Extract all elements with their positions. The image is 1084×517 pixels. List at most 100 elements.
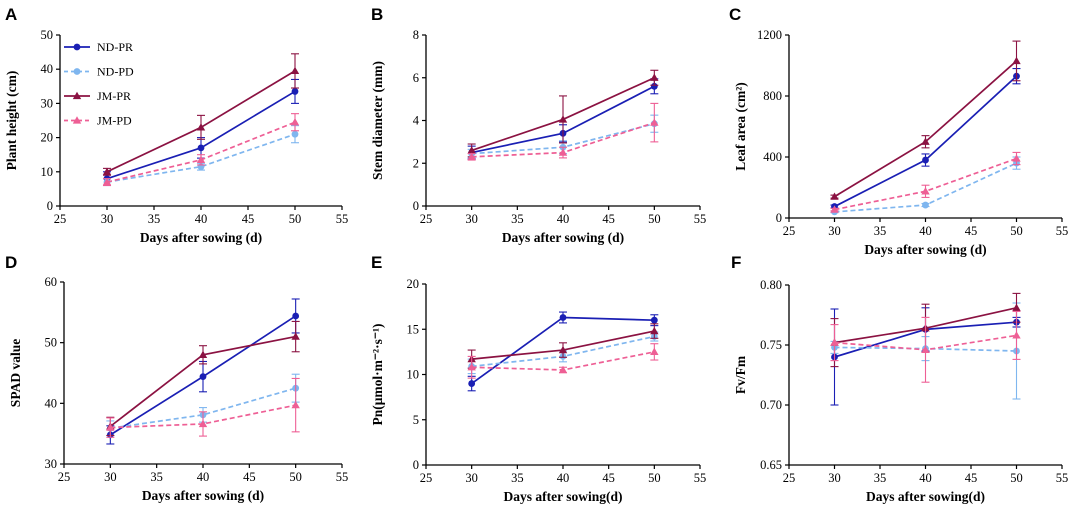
x-tick-label: 55 — [1056, 224, 1069, 238]
data-point — [102, 177, 112, 186]
x-tick-label: 50 — [289, 470, 302, 484]
x-tick-label: 35 — [511, 471, 524, 485]
data-point — [291, 332, 300, 340]
data-point — [922, 156, 929, 164]
y-tick-label: 0.75 — [760, 338, 782, 352]
legend-label: ND-PD — [97, 65, 134, 79]
series-line — [106, 133, 296, 183]
x-tick-label: 40 — [919, 224, 932, 238]
x-tick-label: 45 — [602, 471, 615, 485]
y-tick-label: 8 — [413, 28, 419, 42]
x-tick-label: 45 — [602, 212, 615, 226]
y-tick-label: 0.80 — [760, 278, 782, 292]
y-tick-label: 0.65 — [760, 458, 782, 472]
legend: ND-PR ND-PD JM-PR JM-PD — [64, 40, 134, 128]
x-tick-label: 45 — [242, 212, 255, 226]
x-tick-label: 30 — [104, 470, 117, 484]
data-point — [921, 345, 930, 353]
data-point — [291, 400, 300, 409]
x-tick-label: 50 — [648, 471, 661, 485]
x-tick-label: 50 — [1010, 224, 1023, 238]
series-jm-pr — [830, 40, 1021, 200]
data-point — [650, 347, 659, 356]
x-axis-title: Days after sowing (d) — [140, 230, 262, 245]
panel-letter: C — [729, 5, 741, 24]
series-jm-pd — [830, 310, 1021, 383]
y-tick-label: 40 — [41, 62, 54, 76]
y-tick-label: 30 — [41, 96, 54, 110]
data-point — [196, 155, 206, 163]
data-point — [650, 326, 659, 335]
legend-label: ND-PR — [97, 40, 133, 54]
panel-e: E 25 30 35 40 45 50 55 0 5 10 15 20 Days after sowing… — [370, 253, 706, 504]
data-point — [921, 137, 930, 145]
y-tick-label: 0 — [47, 199, 53, 213]
x-tick-label: 40 — [557, 471, 570, 485]
data-point — [830, 192, 839, 200]
series-jm-pr — [106, 320, 300, 437]
y-axis-title: Fv/Fm — [733, 355, 748, 394]
y-tick-label: 50 — [41, 28, 54, 42]
x-tick-label: 25 — [58, 470, 71, 484]
data-point — [1012, 303, 1021, 311]
data-point — [830, 205, 839, 213]
x-tick-label: 25 — [420, 212, 433, 226]
x-tick-label: 55 — [336, 470, 349, 484]
x-tick-label: 35 — [148, 212, 161, 226]
x-tick-label: 45 — [965, 471, 978, 485]
y-tick-label: 0 — [776, 211, 782, 225]
panel-letter: E — [371, 253, 382, 272]
data-point — [559, 314, 567, 321]
data-point — [468, 380, 476, 387]
x-tick-label: 40 — [919, 471, 932, 485]
data-point — [291, 130, 299, 138]
panel-letter: F — [731, 253, 741, 272]
data-point — [198, 350, 208, 358]
series-jm-pd — [830, 151, 1021, 213]
data-point — [467, 363, 476, 371]
x-axis-title: Days after sowing (d) — [502, 230, 624, 245]
series-nd-pr — [467, 311, 659, 392]
y-tick-label: 20 — [407, 277, 420, 291]
data-point — [1012, 154, 1021, 162]
legend-marker — [72, 91, 82, 100]
data-point — [650, 118, 659, 126]
x-tick-label: 40 — [557, 212, 570, 226]
x-tick-label: 35 — [511, 212, 524, 226]
y-axis-title: Pn(μmol·m⁻²·s⁻¹) — [370, 324, 385, 426]
legend-label: JM-PD — [97, 114, 132, 128]
y-tick-label: 60 — [45, 275, 58, 289]
y-tick-label: 0.70 — [760, 398, 782, 412]
series-jm-pd — [467, 343, 659, 379]
data-point — [467, 152, 476, 160]
panel-b: B 25 30 35 40 45 50 55 0 2 4 6 8 Days after sowing (d… — [370, 5, 706, 245]
data-point — [291, 88, 299, 95]
x-tick-label: 30 — [465, 471, 478, 485]
x-tick-label: 25 — [783, 471, 796, 485]
x-tick-label: 55 — [694, 471, 707, 485]
data-point — [199, 373, 207, 381]
data-point — [196, 123, 206, 131]
data-point — [922, 201, 929, 209]
x-tick-label: 50 — [648, 212, 661, 226]
y-axis-title: Plant height (cm) — [4, 71, 19, 171]
y-tick-label: 4 — [413, 114, 420, 128]
series-jm-pd — [467, 102, 659, 161]
y-tick-label: 15 — [407, 322, 420, 336]
x-tick-label: 40 — [195, 212, 208, 226]
x-axis-title: Days after sowing(d) — [504, 489, 623, 504]
x-tick-label: 55 — [694, 212, 707, 226]
x-tick-label: 35 — [874, 471, 887, 485]
x-axis-title: Days after sowing(d) — [866, 489, 985, 504]
x-tick-label: 55 — [336, 212, 349, 226]
data-point — [292, 312, 300, 320]
x-tick-label: 35 — [150, 470, 163, 484]
panel-f: F 25 30 35 40 45 50 55 0.65 0.70 0.75 0.80 Days afte… — [731, 253, 1068, 504]
data-point — [1012, 56, 1021, 65]
y-tick-label: 0 — [413, 458, 419, 472]
y-tick-label: 10 — [41, 165, 54, 179]
y-tick-label: 400 — [763, 150, 782, 164]
x-tick-label: 25 — [54, 212, 67, 226]
